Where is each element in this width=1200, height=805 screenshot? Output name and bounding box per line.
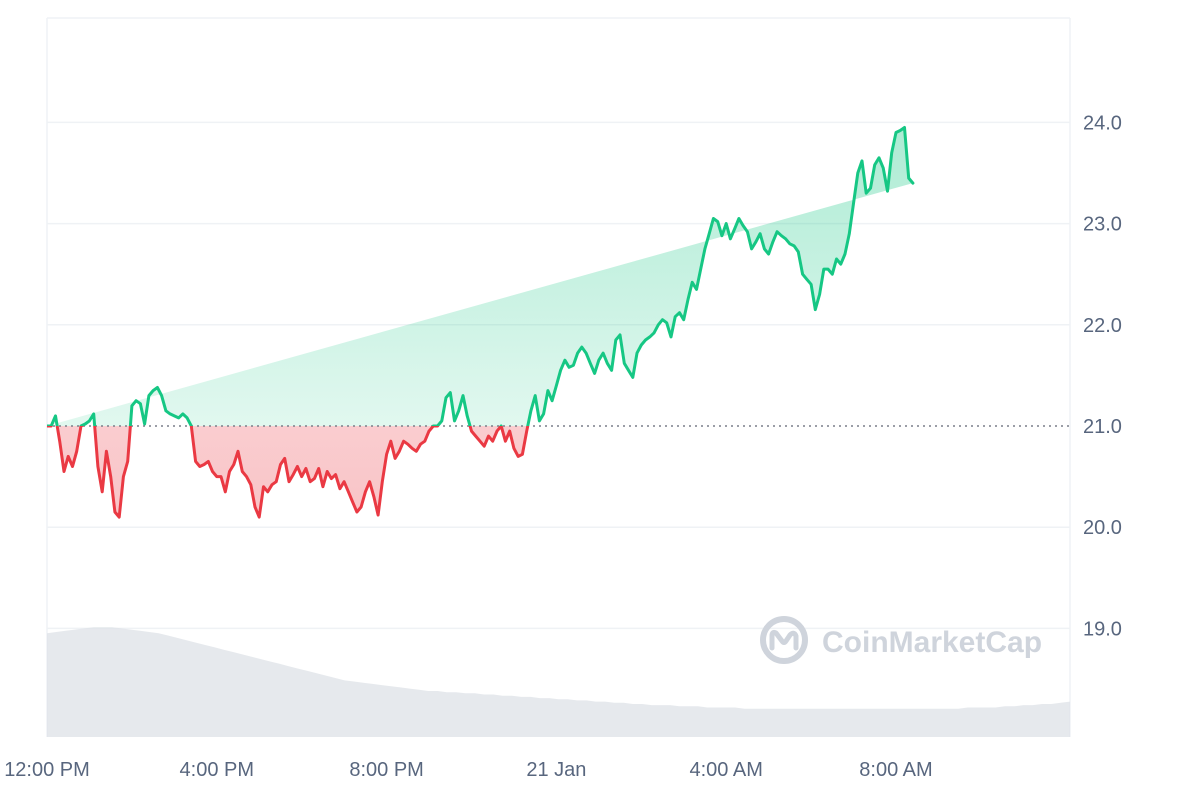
y-tick-label: 24.0 [1083,112,1122,134]
x-tick-label: 8:00 AM [859,759,932,781]
coinmarketcap-logo-icon [760,616,808,664]
x-axis-labels: 12:00 PM 4:00 PM 8:00 PM 21 Jan 4:00 AM 8:00 … [4,759,933,781]
y-tick-label: 19.0 [1083,618,1122,640]
y-tick-label: 23.0 [1083,214,1122,236]
y-axis-labels: 19.0 20.0 21.0 22.0 23.0 24.0 [1083,112,1122,640]
x-tick-label: 4:00 AM [690,759,763,781]
price-line-down[interactable] [47,128,913,519]
coinmarketcap-watermark: CoinMarketCap [760,616,1042,664]
price-fill-up [47,127,913,426]
x-tick-label: 4:00 PM [180,759,254,781]
x-tick-label: 8:00 PM [349,759,423,781]
price-line[interactable] [47,126,915,519]
price-line-up[interactable] [47,126,915,518]
x-tick-label: 21 Jan [526,759,586,781]
price-fill [47,127,913,518]
watermark-text: CoinMarketCap [822,626,1042,659]
volume-area-path [47,627,1070,737]
y-tick-label: 21.0 [1083,416,1122,438]
y-tick-label: 20.0 [1083,517,1122,539]
y-tick-label: 22.0 [1083,315,1122,337]
volume-area [47,627,1070,737]
x-tick-label: 12:00 PM [4,759,90,781]
